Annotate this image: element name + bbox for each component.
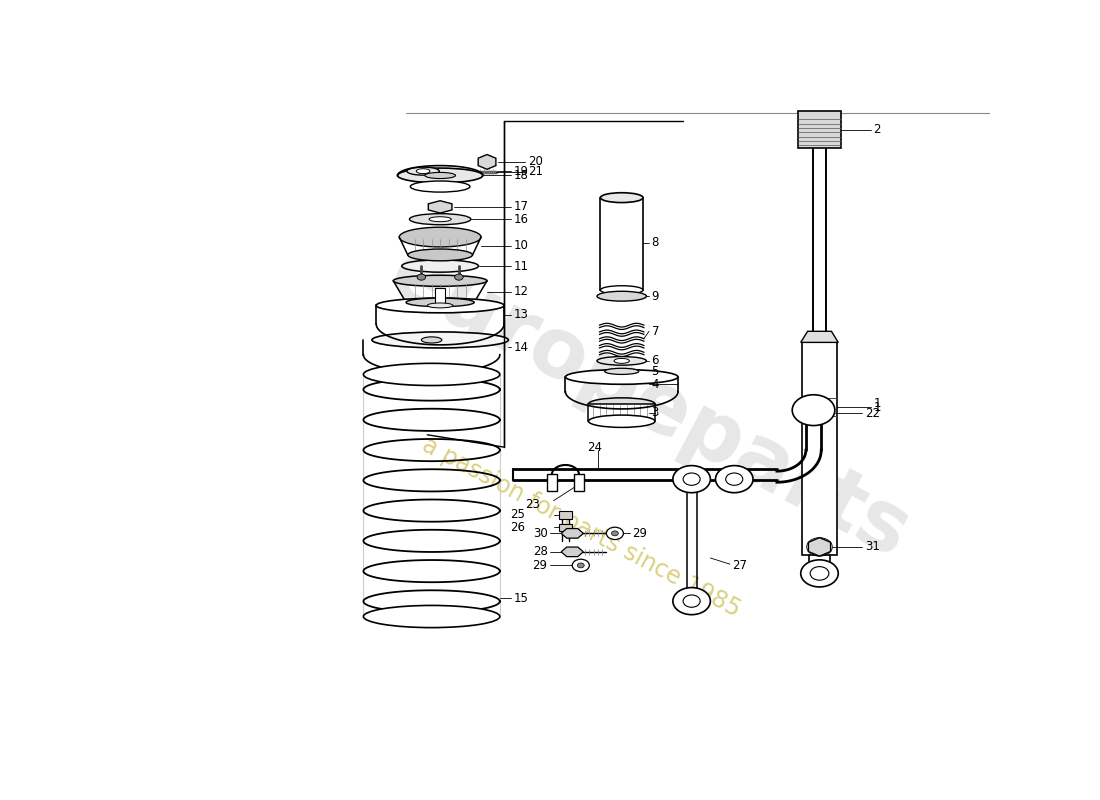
Ellipse shape (421, 337, 442, 343)
Ellipse shape (363, 363, 499, 386)
Ellipse shape (605, 368, 639, 374)
Text: 18: 18 (514, 169, 528, 182)
Ellipse shape (402, 260, 478, 272)
Text: 12: 12 (514, 285, 528, 298)
Circle shape (683, 595, 700, 607)
FancyBboxPatch shape (601, 198, 643, 290)
Circle shape (810, 566, 829, 580)
Text: 13: 13 (514, 308, 528, 321)
Ellipse shape (597, 291, 647, 301)
Text: 16: 16 (514, 213, 528, 226)
Ellipse shape (372, 332, 508, 348)
Text: a passion for parts since 1985: a passion for parts since 1985 (418, 433, 744, 622)
Circle shape (606, 527, 624, 539)
Circle shape (578, 563, 584, 568)
Text: 6: 6 (651, 354, 659, 367)
Text: 4: 4 (651, 378, 659, 390)
Text: 17: 17 (514, 200, 528, 214)
Text: 20: 20 (528, 155, 542, 169)
Text: 8: 8 (651, 236, 659, 249)
FancyBboxPatch shape (588, 404, 654, 422)
Circle shape (726, 473, 742, 486)
FancyBboxPatch shape (559, 511, 572, 518)
Polygon shape (561, 547, 583, 557)
Text: 2: 2 (873, 123, 881, 136)
Circle shape (417, 274, 426, 280)
Text: 23: 23 (526, 498, 540, 511)
Text: 29: 29 (631, 527, 647, 540)
FancyBboxPatch shape (434, 288, 446, 303)
Text: 10: 10 (514, 239, 528, 253)
Text: 3: 3 (651, 406, 659, 419)
Text: 14: 14 (514, 341, 528, 354)
Ellipse shape (427, 303, 453, 308)
Circle shape (612, 531, 618, 536)
Polygon shape (428, 201, 452, 213)
Text: 30: 30 (532, 527, 548, 540)
Text: 26: 26 (510, 521, 526, 534)
Circle shape (673, 587, 711, 614)
Text: 28: 28 (532, 546, 548, 558)
Text: 7: 7 (651, 325, 659, 338)
Circle shape (801, 560, 838, 587)
Ellipse shape (597, 357, 647, 365)
Text: 25: 25 (510, 508, 526, 522)
FancyBboxPatch shape (574, 474, 584, 491)
Circle shape (715, 466, 754, 493)
Text: 1: 1 (873, 397, 881, 410)
Ellipse shape (588, 415, 654, 427)
Circle shape (673, 466, 711, 493)
Text: 11: 11 (514, 259, 528, 273)
Polygon shape (801, 331, 838, 342)
FancyBboxPatch shape (559, 523, 572, 531)
Ellipse shape (588, 398, 654, 410)
Polygon shape (561, 529, 583, 538)
Text: 27: 27 (733, 559, 748, 572)
Text: europeparts: europeparts (375, 233, 923, 575)
Ellipse shape (425, 172, 455, 178)
Ellipse shape (399, 227, 481, 247)
Circle shape (454, 274, 463, 280)
Polygon shape (808, 538, 830, 556)
Text: 9: 9 (651, 290, 659, 302)
Ellipse shape (397, 168, 483, 183)
Text: 19: 19 (514, 165, 528, 178)
Text: 5: 5 (651, 365, 659, 378)
Ellipse shape (429, 217, 451, 222)
Ellipse shape (407, 167, 439, 175)
Ellipse shape (601, 286, 643, 294)
Ellipse shape (376, 298, 504, 313)
Circle shape (792, 394, 835, 426)
Ellipse shape (394, 275, 487, 286)
Circle shape (572, 559, 590, 571)
Text: 22: 22 (865, 406, 880, 420)
Ellipse shape (614, 358, 629, 363)
Ellipse shape (408, 249, 473, 261)
Text: 29: 29 (532, 559, 548, 572)
Circle shape (683, 473, 700, 486)
Text: 21: 21 (528, 166, 543, 178)
Ellipse shape (565, 370, 678, 384)
FancyBboxPatch shape (799, 111, 840, 148)
Ellipse shape (410, 181, 470, 192)
Polygon shape (478, 154, 496, 170)
Ellipse shape (363, 606, 499, 628)
Text: 31: 31 (865, 541, 880, 554)
Ellipse shape (601, 193, 643, 202)
Ellipse shape (409, 214, 471, 225)
Ellipse shape (416, 169, 430, 174)
FancyBboxPatch shape (803, 342, 837, 555)
FancyBboxPatch shape (547, 474, 557, 491)
Text: 15: 15 (514, 591, 528, 605)
Ellipse shape (406, 298, 474, 306)
Text: 24: 24 (586, 441, 602, 454)
Text: 1: 1 (873, 401, 881, 414)
